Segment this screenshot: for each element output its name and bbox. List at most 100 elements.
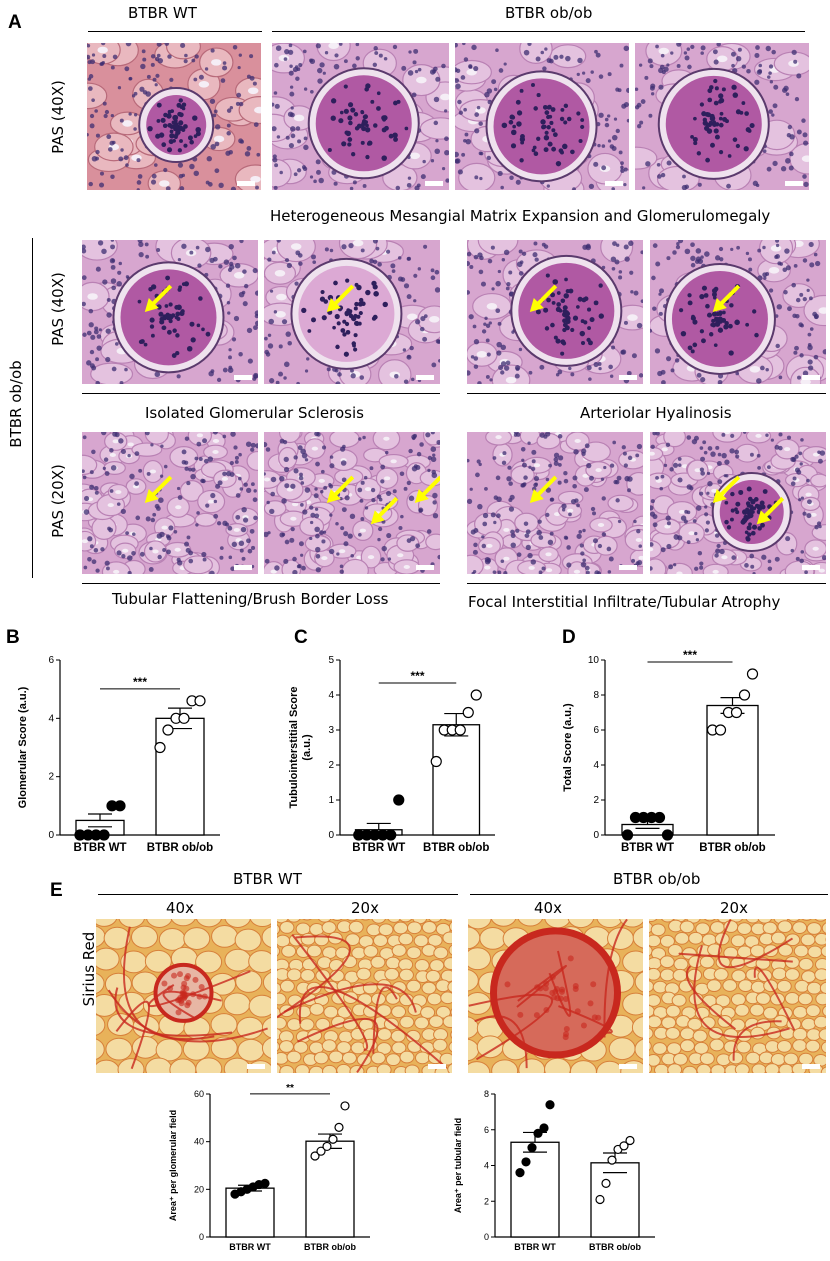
tubule-section <box>279 979 295 993</box>
glomerular-nucleus <box>583 320 588 325</box>
nucleus <box>425 432 431 438</box>
tubule-section <box>210 1013 238 1036</box>
glomerular-nucleus <box>196 323 201 328</box>
glomerular-nucleus <box>754 332 759 338</box>
nucleus <box>104 471 110 476</box>
nucleus <box>210 143 216 150</box>
tubule-section <box>709 1038 725 1052</box>
nucleus <box>531 449 537 455</box>
nucleus <box>684 55 690 61</box>
tubule-lumen <box>311 446 319 451</box>
glomerular-nucleus <box>744 509 749 514</box>
nucleus <box>392 44 398 50</box>
nucleus <box>749 553 755 559</box>
nucleus <box>771 113 775 117</box>
tubule <box>635 146 658 170</box>
tubule-section <box>117 1058 145 1073</box>
nucleus <box>392 489 397 494</box>
tubule-lumen <box>339 549 346 554</box>
nucleus <box>301 452 308 459</box>
nucleus <box>523 475 528 480</box>
glomerular-nucleus <box>205 331 211 337</box>
nucleus <box>184 541 190 547</box>
nucleus <box>398 525 403 531</box>
nucleus <box>572 187 576 190</box>
nucleus <box>301 565 306 571</box>
nucleus <box>521 458 525 462</box>
glomerular-nucleus <box>552 132 558 138</box>
y-tick-label: 1 <box>328 795 334 806</box>
tubule-lumen <box>233 527 240 532</box>
nucleus <box>484 316 488 320</box>
glomerular-nucleus <box>330 115 336 121</box>
tubule-section <box>736 1040 752 1054</box>
data-point <box>595 1194 605 1205</box>
nucleus <box>550 497 555 502</box>
nucleus <box>87 43 91 48</box>
tubule-section <box>728 1051 744 1065</box>
glomerular-nucleus <box>516 121 522 127</box>
collagen-fiber <box>717 919 794 969</box>
glomerular-nucleus <box>724 519 729 525</box>
tubule-lumen <box>768 267 780 274</box>
nucleus <box>82 301 86 307</box>
nucleus <box>276 135 281 139</box>
nucleus <box>546 184 551 188</box>
glomerular-nucleus <box>351 152 356 157</box>
nucleus <box>580 561 587 568</box>
tubule-lumen <box>721 555 728 560</box>
nucleus <box>519 260 524 264</box>
nucleus <box>808 296 813 301</box>
nucleus <box>247 548 253 554</box>
tubule-section <box>376 1063 392 1073</box>
micrograph-obob-pas40-1 <box>272 43 449 190</box>
nucleus <box>614 479 620 485</box>
tubule-section <box>170 919 196 927</box>
nucleus <box>441 167 446 171</box>
nucleus <box>572 483 577 489</box>
tubule-lumen <box>582 473 589 478</box>
nucleus <box>796 73 802 79</box>
tubule-lumen <box>383 476 391 481</box>
nucleus <box>735 454 740 459</box>
tubule <box>165 43 202 60</box>
tubule-lumen <box>212 439 220 443</box>
micrograph-sclerosis-1 <box>82 240 258 384</box>
nucleus <box>791 282 796 288</box>
panel-letter-e: E <box>50 880 63 901</box>
nucleus <box>766 166 772 172</box>
glomerular-nucleus <box>544 326 550 331</box>
tubule-section <box>432 1038 448 1052</box>
nucleus <box>756 453 761 458</box>
scale-bar <box>416 565 434 570</box>
glomerular-nucleus <box>701 111 707 117</box>
nucleus <box>716 460 722 466</box>
tubule-section <box>713 968 729 981</box>
collagen-spot <box>171 972 178 979</box>
nucleus <box>726 183 731 189</box>
nucleus <box>784 248 790 254</box>
nucleus <box>775 343 780 349</box>
tubule-section <box>649 957 662 970</box>
nucleus <box>611 345 616 350</box>
tubule-section <box>223 992 251 1016</box>
tubule-lumen <box>717 55 728 63</box>
nucleus <box>516 552 522 557</box>
nucleus <box>154 371 161 378</box>
nucleus <box>524 533 530 539</box>
tubule-section <box>649 967 661 981</box>
nucleus <box>615 243 620 247</box>
nucleus <box>676 43 682 47</box>
nucleus <box>360 517 365 521</box>
nucleus <box>413 48 419 54</box>
glomerular-nucleus <box>563 293 569 299</box>
nucleus <box>226 131 231 136</box>
nucleus <box>545 477 550 482</box>
glomerular-nucleus <box>576 305 580 309</box>
nucleus <box>333 181 338 186</box>
nucleus <box>344 495 350 501</box>
nucleus <box>583 487 589 493</box>
nucleus <box>82 332 87 337</box>
nucleus <box>538 570 543 574</box>
glomerular-nucleus <box>356 314 361 319</box>
